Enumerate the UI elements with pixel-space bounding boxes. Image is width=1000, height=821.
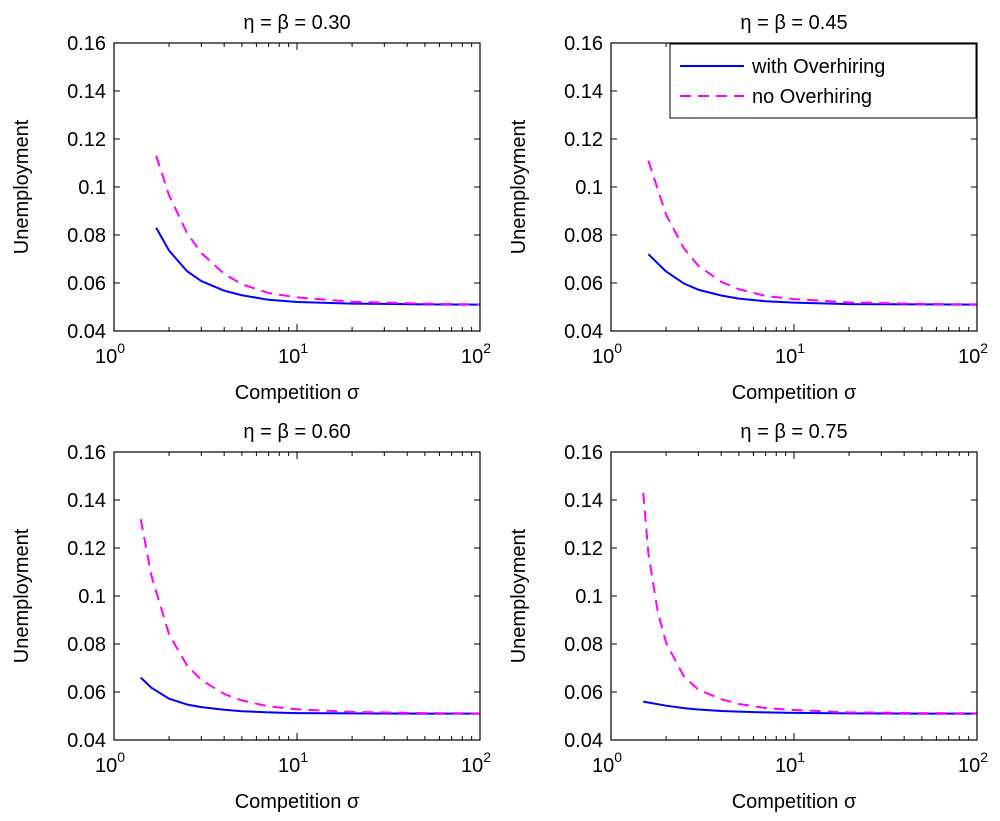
legend: with Overhiring no Overhiring [669,43,977,119]
y-tick-label: 0.08 [67,225,106,247]
legend-label: with Overhiring [751,56,885,78]
y-tick-label: 0.14 [67,81,106,103]
series-line-with-overhiring [643,700,977,715]
x-tick-label: 100 [592,749,622,777]
chart-title: η = β = 0.75 [740,421,847,443]
y-tick-label: 0.08 [564,634,603,656]
y-tick-label: 0.04 [564,321,603,343]
y-tick-label: 0.12 [67,538,106,560]
y-tick-label: 0.1 [575,586,603,608]
y-axis-label: Unemployment [11,528,33,663]
y-tick-label: 0.16 [67,33,106,55]
y-tick-label: 0.06 [564,682,603,704]
chart-title: η = β = 0.30 [243,12,350,34]
x-tick-label: 100 [592,340,622,368]
chart-panel-2: 0.04 0.06 0.08 0.1 0.12 0.14 0.16 100 101 102 η = … [508,12,988,404]
chart-panel-1: 0.04 0.06 0.08 0.1 0.12 0.14 0.16 100 101 102 η = … [11,12,491,404]
y-tick-label: 0.12 [564,538,603,560]
chart-panel-4: 0.04 0.06 0.08 0.1 0.12 0.14 0.16 100 101 102 η = … [508,421,988,813]
y-tick-label: 0.1 [575,177,603,199]
x-tick-label: 102 [958,340,988,368]
y-tick-label: 0.14 [564,490,603,512]
plot-area [113,451,481,741]
y-tick-label: 0.12 [564,129,603,151]
x-tick-label: 102 [958,749,988,777]
y-tick-label: 0.08 [67,634,106,656]
y-tick-label: 0.14 [67,490,106,512]
y-axis-label: Unemployment [508,119,530,254]
series-line-no-overhiring [647,160,978,306]
legend-box [669,43,977,119]
chart-panel-3: 0.04 0.06 0.08 0.1 0.12 0.14 0.16 100 101 102 η = … [11,421,491,813]
y-tick-label: 0.1 [78,177,106,199]
x-axis-label: Competition σ [235,791,360,813]
chart-title: η = β = 0.60 [243,421,350,443]
x-tick-label: 102 [461,340,491,368]
y-tick-label: 0.04 [564,730,603,752]
x-tick-label: 101 [775,749,805,777]
y-tick-label: 0.06 [67,682,106,704]
y-tick-label: 0.16 [67,442,106,464]
series-line-no-overhiring [139,519,481,715]
y-tick-label: 0.12 [67,129,106,151]
series-line-with-overhiring [155,227,481,306]
y-tick-label: 0.06 [67,273,106,295]
series-line-with-overhiring [647,253,978,306]
x-axis-label: Competition σ [235,382,360,404]
y-tick-label: 0.16 [564,442,603,464]
chart-title: η = β = 0.45 [740,12,847,34]
series-line-with-overhiring [140,676,480,715]
y-tick-label: 0.04 [67,321,106,343]
y-tick-label: 0.06 [564,273,603,295]
y-axis-label: Unemployment [11,119,33,254]
x-tick-label: 100 [95,749,125,777]
series-line-no-overhiring [642,492,978,715]
y-tick-label: 0.1 [78,586,106,608]
plot-area [113,42,481,332]
x-tick-label: 102 [461,749,491,777]
series-line-no-overhiring [155,155,481,306]
x-axis-label: Competition σ [732,382,857,404]
y-tick-label: 0.04 [67,730,106,752]
y-tick-label: 0.08 [564,225,603,247]
plot-area [610,451,978,741]
x-tick-label: 101 [278,749,308,777]
x-tick-label: 101 [775,340,805,368]
x-axis-label: Competition σ [732,791,857,813]
x-tick-label: 100 [95,340,125,368]
legend-label: no Overhiring [752,86,872,108]
y-tick-label: 0.16 [564,33,603,55]
y-axis-label: Unemployment [508,528,530,663]
y-tick-label: 0.14 [564,81,603,103]
x-tick-label: 101 [278,340,308,368]
